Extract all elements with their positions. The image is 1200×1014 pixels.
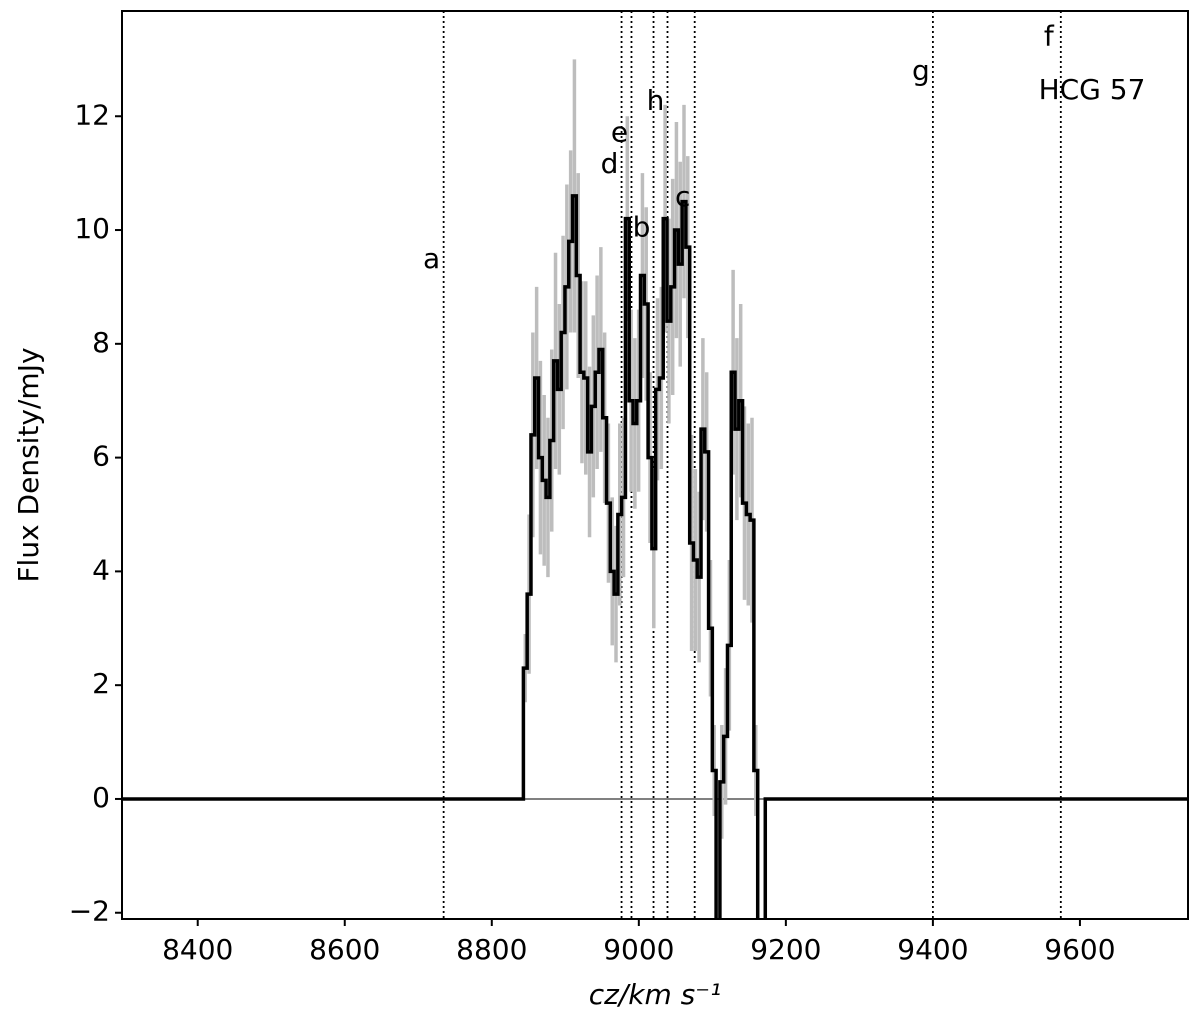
y-tick-label: 6 (92, 440, 110, 473)
vline-label: e (611, 115, 628, 148)
x-tick-label: 9600 (1044, 933, 1115, 966)
plot-area (122, 11, 1188, 919)
axes-frame (121, 10, 1189, 920)
y-axis-label: Flux Density/mJy (12, 347, 45, 582)
vline-label: c (675, 180, 690, 213)
x-tick-label: 8600 (309, 933, 380, 966)
x-axis-label: cz/km s⁻¹ (589, 978, 722, 1011)
x-tick-label: 8800 (456, 933, 527, 966)
y-tick-label: 4 (92, 553, 110, 586)
y-tick-label: 8 (92, 326, 110, 359)
vline-label: d (601, 147, 619, 180)
vline-label: b (633, 210, 651, 243)
x-tick-label: 9200 (750, 933, 821, 966)
y-tick-label: 2 (92, 667, 110, 700)
y-tick-label: −2 (69, 895, 110, 928)
vline-label: f (1044, 20, 1055, 53)
spectrum-line (122, 194, 1188, 919)
vline-label: h (647, 84, 665, 117)
y-tick-label: 0 (92, 781, 110, 814)
vline-label: a (423, 242, 440, 275)
vline-label: g (912, 54, 930, 87)
y-tick-label: 12 (74, 98, 110, 131)
y-tick-label: 10 (74, 212, 110, 245)
x-tick-label: 9000 (603, 933, 674, 966)
annotation: HCG 57 (1039, 73, 1146, 106)
x-tick-label: 9400 (897, 933, 968, 966)
x-tick-label: 8400 (162, 933, 233, 966)
